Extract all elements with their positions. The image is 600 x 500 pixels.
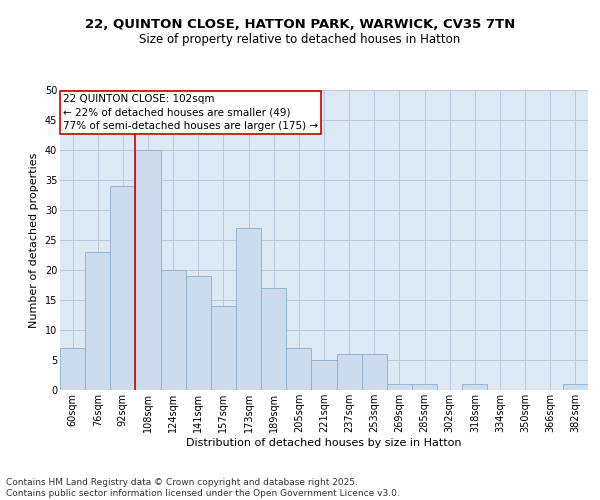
Bar [311, 360, 337, 390]
Bar [236, 228, 261, 390]
Bar [161, 270, 186, 390]
Text: Contains HM Land Registry data © Crown copyright and database right 2025.
Contai: Contains HM Land Registry data © Crown c… [6, 478, 400, 498]
Bar [412, 384, 437, 390]
Bar [186, 276, 211, 390]
Bar [563, 384, 588, 390]
Bar [362, 354, 387, 390]
Bar [387, 384, 412, 390]
X-axis label: Distribution of detached houses by size in Hatton: Distribution of detached houses by size … [186, 438, 462, 448]
Text: Size of property relative to detached houses in Hatton: Size of property relative to detached ho… [139, 32, 461, 46]
Bar [60, 348, 85, 390]
Bar [261, 288, 286, 390]
Bar [337, 354, 362, 390]
Text: 22, QUINTON CLOSE, HATTON PARK, WARWICK, CV35 7TN: 22, QUINTON CLOSE, HATTON PARK, WARWICK,… [85, 18, 515, 30]
Bar [211, 306, 236, 390]
Bar [136, 150, 161, 390]
Text: 22 QUINTON CLOSE: 102sqm
← 22% of detached houses are smaller (49)
77% of semi-d: 22 QUINTON CLOSE: 102sqm ← 22% of detach… [62, 94, 318, 131]
Bar [110, 186, 136, 390]
Bar [85, 252, 110, 390]
Y-axis label: Number of detached properties: Number of detached properties [29, 152, 39, 328]
Bar [286, 348, 311, 390]
Bar [462, 384, 487, 390]
